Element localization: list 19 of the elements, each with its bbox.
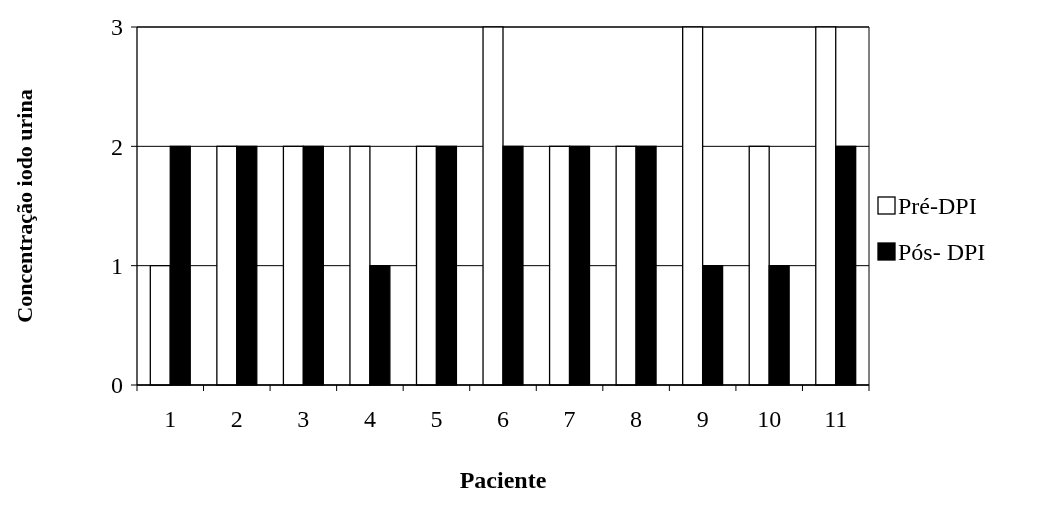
- x-tick-label: 3: [297, 406, 310, 432]
- x-axis-title: Paciente: [459, 467, 547, 493]
- x-tick-label: 9: [696, 406, 709, 432]
- x-tick-label: 1: [164, 406, 177, 432]
- legend-label: Pós- DPI: [898, 239, 986, 266]
- legend-label: Pré-DPI: [898, 193, 977, 220]
- x-tick-label: 6: [497, 406, 509, 432]
- x-tick-label: 4: [363, 406, 376, 432]
- x-tick-label: 10: [757, 406, 782, 432]
- x-tick-label: 2: [230, 406, 243, 432]
- y-axis-title: Concentração iodo urina: [12, 89, 37, 323]
- y-tick-label: 3: [111, 14, 123, 41]
- x-tick-label: 7: [563, 406, 576, 432]
- x-tick-label: 8: [630, 406, 643, 432]
- y-tick-label: 0: [111, 372, 123, 399]
- y-tick-label: 2: [111, 133, 123, 160]
- y-tick-label: 1: [111, 253, 123, 280]
- x-tick-label: 11: [824, 406, 848, 432]
- x-tick-label: 5: [430, 406, 443, 432]
